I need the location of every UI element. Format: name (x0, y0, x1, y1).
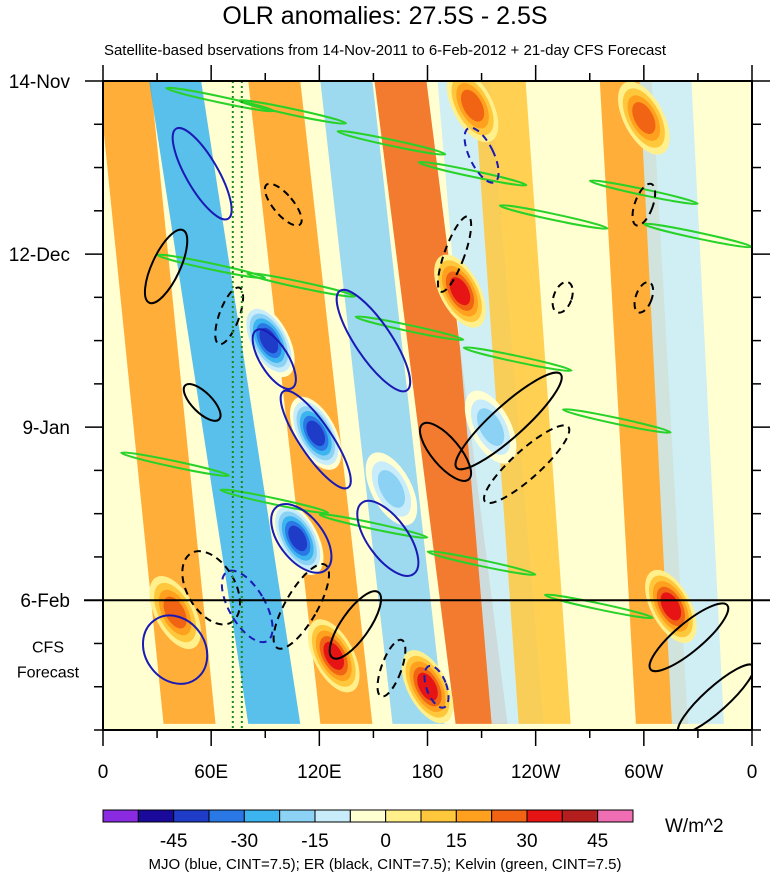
kelvin-contour-12 (561, 408, 672, 434)
er-contour-3 (214, 286, 245, 346)
colorbar-label-6: 30 (516, 831, 537, 852)
kelvin-contour-13 (120, 451, 230, 478)
colorbar-swatch-15 (597, 809, 634, 823)
mjo-contour-2 (251, 328, 297, 390)
anomaly-blob-9 (401, 650, 454, 724)
er-contour-5 (436, 215, 473, 293)
y-tick-label-3: 9-Jan (22, 418, 70, 439)
colorbar-swatch-1 (102, 809, 139, 823)
anomaly-band-7 (473, 81, 571, 724)
forecast-label-2: Forecast (17, 664, 80, 681)
anomaly-blob-8 (307, 619, 360, 693)
colorbar-swatch-4 (208, 809, 245, 823)
colorbar-swatch-10 (420, 809, 457, 823)
anomaly-blob-4 (243, 304, 295, 378)
colorbar-swatch-14 (561, 809, 599, 823)
colorbar-label-1: -45 (160, 831, 187, 852)
colorbar-swatch-5 (243, 809, 281, 823)
er-contour-11 (633, 281, 655, 314)
colorbar-swatch-13 (526, 809, 563, 823)
kelvin-contour-3 (336, 130, 447, 156)
mjo-contour-1 (171, 126, 233, 221)
mjo-contour-3 (279, 389, 352, 490)
er-contour-2 (182, 383, 222, 422)
kelvin-contour-6 (589, 179, 699, 206)
colorbar-swatch-7 (314, 809, 351, 823)
mjo-contour-9 (463, 126, 500, 184)
anomaly-blob-1 (446, 81, 499, 143)
anomaly-band-1 (103, 81, 216, 724)
x-tick-label-4: 180 (412, 762, 444, 783)
er-contour-17 (376, 638, 407, 698)
x-tick-label-7: 0 (747, 762, 758, 783)
anomaly-band-4 (320, 81, 445, 724)
colorbar-label-2: -30 (231, 831, 258, 852)
mjo-contour-7 (142, 614, 209, 685)
y-tick-label-1: 14-Nov (9, 72, 71, 93)
mjo-contour-10 (423, 664, 450, 709)
x-tick-label-2: 60E (194, 762, 228, 783)
er-contour-7 (454, 371, 563, 471)
kelvin-contour-10 (354, 315, 465, 342)
colorbar-swatch-12 (491, 809, 528, 823)
anomaly-blob-7 (464, 390, 517, 464)
overlay-legend-note: MJO (blue, CINT=7.5); ER (black, CINT=7.… (148, 856, 622, 873)
mjo-contour-5 (270, 503, 333, 574)
y-tick-label-2: 12-Dec (9, 245, 70, 266)
er-contour-1 (143, 228, 189, 305)
anomaly-band-5 (374, 81, 508, 724)
x-tick-label-5: 120W (511, 762, 561, 783)
anomaly-blob-5 (289, 396, 342, 470)
colorbar-label-5: 15 (446, 831, 467, 852)
colorbar-swatch-6 (279, 809, 316, 823)
chart-title: OLR anomalies: 27.5S - 2.5S (222, 2, 548, 30)
er-contour-15 (648, 602, 730, 673)
mjo-contour-8 (220, 569, 274, 644)
x-tick-label-6: 60W (624, 762, 663, 783)
colorbar-label-3: -15 (301, 831, 328, 852)
colorbar-swatch-8 (349, 809, 387, 823)
kelvin-contour-8 (156, 253, 266, 280)
anomaly-blob-3 (618, 81, 670, 155)
kelvin-contour-11 (462, 346, 573, 372)
er-contour-10 (631, 182, 657, 227)
kelvin-contour-2 (237, 99, 348, 125)
colorbar-label-4: 0 (380, 831, 391, 852)
kelvin-contour-16 (426, 550, 537, 576)
er-contour-4 (263, 182, 303, 227)
colorbar-swatch-11 (455, 809, 493, 823)
y-tick-label-4: 6-Feb (20, 591, 70, 612)
x-tick-label-1: 0 (98, 762, 109, 783)
kelvin-contour-4 (417, 160, 528, 187)
er-contour-9 (551, 280, 574, 314)
er-contour-16 (676, 663, 752, 730)
kelvin-contour-17 (543, 593, 654, 620)
colorbar-swatch-2 (137, 809, 175, 823)
x-tick-label-3: 120E (297, 762, 341, 783)
mjo-contour-4 (335, 288, 412, 393)
kelvin-contour-5 (498, 204, 609, 230)
anomaly-blob-12 (365, 452, 418, 526)
anomaly-blob-6 (271, 501, 324, 575)
colorbar-swatch-3 (173, 809, 210, 823)
er-contour-13 (272, 563, 331, 650)
kelvin-contour-15 (318, 513, 429, 539)
er-contour-12 (328, 590, 383, 660)
colorbar-label-7: 45 (587, 831, 608, 852)
chart-subtitle: Satellite-based bservations from 14-Nov-… (103, 42, 667, 59)
mjo-contour-6 (356, 499, 420, 577)
anomaly-band-9 (639, 81, 724, 724)
kelvin-contour-14 (219, 488, 330, 515)
colorbar-units: W/m^2 (665, 816, 724, 837)
kelvin-contour-9 (246, 272, 357, 298)
er-contour-6 (419, 421, 473, 482)
forecast-label-1: CFS (32, 639, 64, 656)
colorbar-swatch-9 (385, 809, 422, 823)
